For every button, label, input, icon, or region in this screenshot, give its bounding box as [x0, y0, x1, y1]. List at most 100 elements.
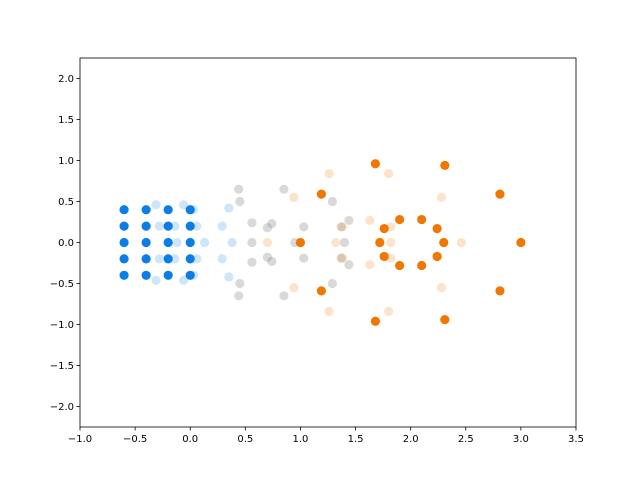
data-point	[141, 237, 151, 248]
data-point	[163, 237, 173, 248]
data-point	[324, 306, 334, 316]
data-point	[247, 237, 257, 248]
y-tick-label: 1.5	[58, 115, 74, 126]
data-point	[192, 254, 202, 264]
data-point	[279, 291, 289, 301]
plot-area	[80, 58, 576, 427]
data-point	[119, 270, 129, 280]
data-point	[432, 223, 442, 234]
data-point	[327, 196, 338, 207]
data-point	[267, 256, 277, 266]
point-group-2	[262, 169, 466, 316]
y-tick-label: −2.0	[50, 402, 74, 413]
data-point	[379, 251, 389, 262]
data-point	[154, 221, 164, 231]
data-point	[224, 272, 234, 282]
x-tick-label: 0.0	[182, 434, 198, 445]
data-point	[163, 221, 173, 231]
data-point	[141, 270, 151, 280]
data-point	[185, 270, 195, 280]
data-point	[440, 314, 450, 325]
data-point	[154, 254, 164, 264]
data-points	[119, 159, 526, 326]
data-point	[439, 237, 449, 248]
data-point	[324, 169, 334, 179]
data-point	[279, 184, 289, 194]
data-point	[337, 253, 347, 263]
data-point	[375, 237, 385, 248]
data-point	[299, 253, 309, 263]
data-point	[119, 221, 129, 231]
point-group-3	[295, 159, 526, 326]
data-point	[234, 291, 244, 301]
data-point	[163, 205, 173, 215]
data-point	[247, 218, 257, 228]
data-point	[295, 237, 306, 248]
data-point	[262, 237, 272, 248]
data-point	[299, 222, 309, 232]
data-point	[456, 237, 466, 248]
data-point	[199, 237, 210, 248]
data-point	[119, 205, 129, 215]
data-point	[262, 252, 272, 262]
data-point	[289, 192, 299, 202]
data-point	[339, 237, 350, 248]
y-tick-label: 0.0	[58, 238, 74, 249]
y-tick-label: 1.0	[58, 156, 74, 167]
data-point	[217, 254, 227, 264]
data-point	[384, 306, 394, 316]
x-tick-label: 2.0	[403, 434, 419, 445]
data-point	[417, 260, 427, 271]
data-point	[370, 159, 380, 169]
data-point	[344, 215, 354, 225]
data-point	[224, 203, 234, 213]
data-point	[170, 254, 180, 264]
data-point	[395, 260, 405, 271]
data-point	[395, 214, 405, 225]
x-tick-label: 1.5	[348, 434, 364, 445]
data-point	[436, 192, 447, 202]
data-point	[185, 205, 195, 215]
point-group-4	[119, 205, 195, 280]
y-tick-label: −0.5	[50, 279, 74, 290]
y-tick-label: 0.5	[58, 197, 74, 208]
data-point	[384, 169, 394, 179]
data-point	[234, 184, 244, 194]
data-point	[172, 237, 182, 248]
data-point	[217, 221, 227, 231]
y-axis: −2.0 −1.5 −1.0 −0.5 0.0 0.5 1.0 1.5 2.0	[50, 74, 80, 413]
data-point	[267, 219, 277, 229]
data-point	[316, 286, 326, 296]
data-point	[119, 237, 129, 248]
x-tick-label: 3.5	[568, 434, 584, 445]
y-tick-label: 2.0	[58, 74, 74, 85]
data-point	[179, 275, 189, 285]
data-point	[185, 221, 195, 231]
x-tick-label: 1.0	[292, 434, 308, 445]
data-point	[235, 196, 245, 207]
data-point	[163, 254, 173, 264]
x-axis: −1.0 −0.5 0.0 0.5 1.0 1.5 2.0 2.5 3.0 3.5	[68, 427, 584, 445]
data-point	[151, 275, 161, 285]
data-point	[344, 260, 354, 270]
data-point	[235, 278, 245, 289]
data-point	[370, 316, 380, 326]
x-tick-label: 2.5	[458, 434, 474, 445]
data-point	[417, 214, 427, 225]
data-point	[327, 278, 338, 289]
data-point	[151, 200, 161, 210]
y-tick-label: −1.0	[50, 320, 74, 331]
data-point	[440, 160, 450, 171]
data-point	[141, 205, 151, 215]
data-point	[336, 253, 346, 263]
data-point	[262, 223, 272, 233]
data-point	[163, 270, 173, 280]
data-point	[379, 223, 389, 234]
point-group-0	[151, 200, 237, 285]
data-point	[336, 222, 346, 232]
data-point	[365, 215, 375, 225]
x-tick-label: 0.5	[237, 434, 253, 445]
data-point	[386, 237, 396, 248]
data-point	[179, 200, 189, 210]
